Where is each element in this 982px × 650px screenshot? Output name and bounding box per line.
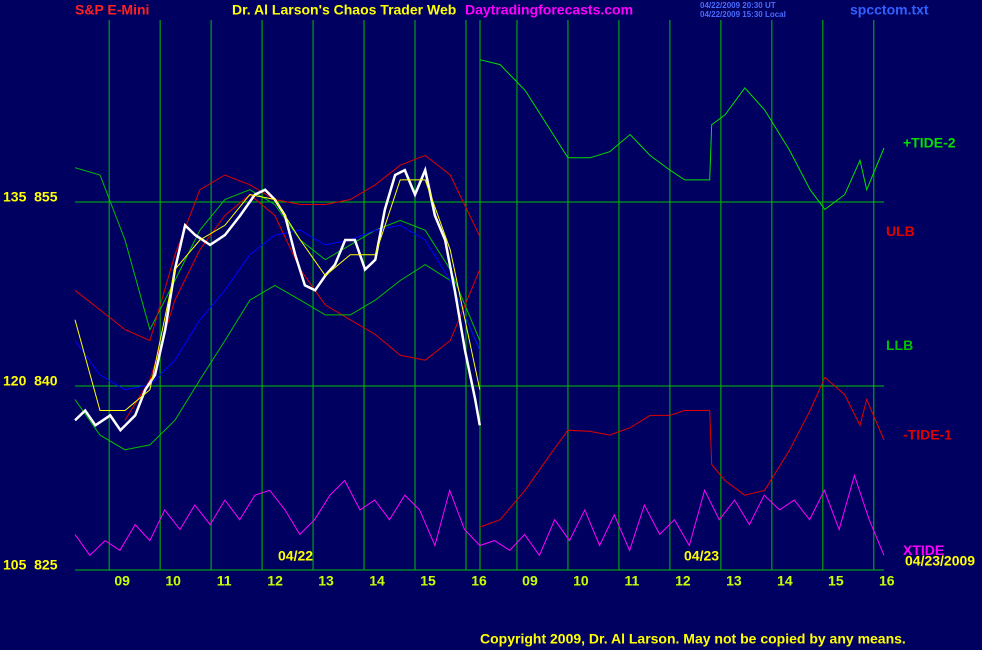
x-tick-label: 13 <box>318 573 334 589</box>
series-line <box>74 473 885 557</box>
y-tick-label: 135 855 <box>3 189 58 205</box>
y-tick-label: 105 825 <box>3 557 58 573</box>
series-line <box>74 179 481 411</box>
series-label: ULB <box>886 223 915 239</box>
chart-title: Dr. Al Larson's Chaos Trader Web <box>232 2 456 18</box>
x-tick-label: 15 <box>420 573 436 589</box>
x-tick-label: 10 <box>573 573 589 589</box>
series-label: LLB <box>886 337 913 353</box>
x-tick-label: 16 <box>879 573 895 589</box>
x-tick-label: 10 <box>165 573 181 589</box>
x-tick-label: 09 <box>522 573 538 589</box>
timestamp: 04/22/2009 20:30 UT <box>700 1 776 10</box>
series-line <box>479 59 885 211</box>
series-line <box>479 376 885 528</box>
series-line <box>74 264 481 451</box>
x-tick-label: 13 <box>726 573 742 589</box>
series-label: -TIDE-1 <box>903 427 952 443</box>
series-line <box>74 165 482 433</box>
x-tick-label: 12 <box>675 573 691 589</box>
instrument: S&P E-Mini <box>75 2 149 18</box>
x-tick-label: 14 <box>369 573 385 589</box>
site: Daytradingforecasts.com <box>465 2 633 18</box>
series-label: +TIDE-2 <box>903 135 956 151</box>
x-tick-label: 11 <box>217 573 232 589</box>
timestamp: 04/22/2009 15:30 Local <box>700 10 786 19</box>
x-tick-label: 09 <box>114 573 130 589</box>
x-tick-label: 16 <box>471 573 487 589</box>
x-tick-label: 12 <box>267 573 283 589</box>
date-label: 04/23 <box>684 548 719 564</box>
x-tick-label: 11 <box>625 573 640 589</box>
copyright: Copyright 2009, Dr. Al Larson. May not b… <box>480 631 906 647</box>
date-label: 04/22 <box>278 548 313 564</box>
file-name: spcctom.txt <box>850 2 929 18</box>
x-tick-label: 14 <box>777 573 793 589</box>
date-label: 04/23/2009 <box>905 553 975 569</box>
y-tick-label: 120 840 <box>3 373 58 389</box>
series-line <box>74 167 481 341</box>
series-label: XTIDE <box>903 542 944 558</box>
x-tick-label: 15 <box>828 573 844 589</box>
series-line <box>74 224 481 391</box>
